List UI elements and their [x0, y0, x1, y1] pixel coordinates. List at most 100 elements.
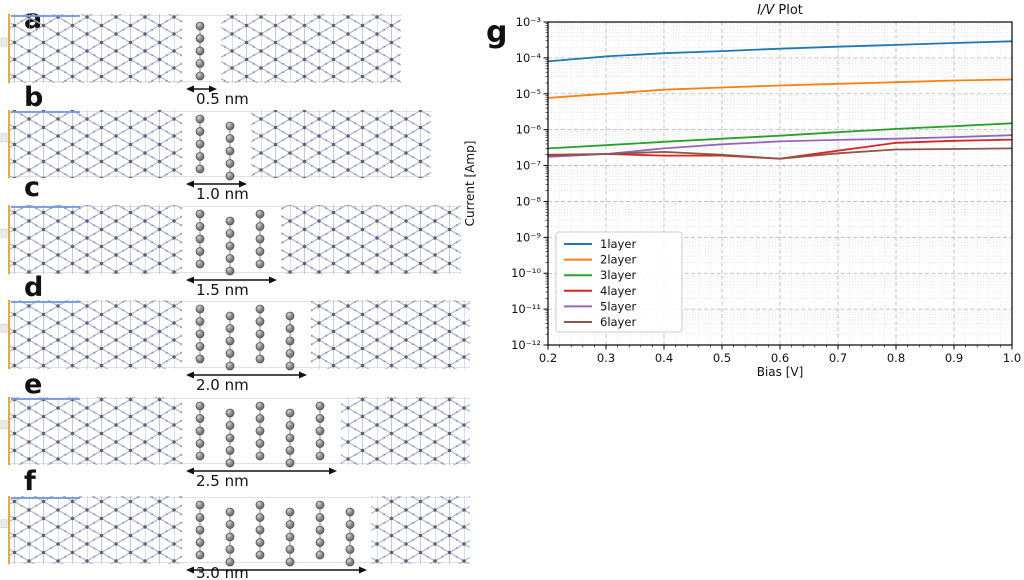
chain-atom [225, 254, 235, 263]
legend-label: 2layer [600, 253, 636, 267]
panel-letter-f: f [24, 466, 36, 497]
series-line-5layer [547, 134, 1013, 158]
gap-distance-label: 2.5 nm [196, 472, 249, 490]
chain-atom [345, 520, 355, 529]
chain-atom [195, 46, 205, 56]
chain-atom [255, 414, 265, 423]
chain-atom [255, 247, 265, 256]
crystal-slab-left [10, 205, 182, 274]
legend-label: 4layer [600, 284, 636, 298]
chain-atom [255, 259, 265, 269]
chain-atom [285, 507, 295, 517]
crystal-slab-left [10, 300, 182, 369]
iv-plot: g 0.2 0.3 0.4 0.5 0.6 0.7 0.8 0.9 1.0 10⁻³ 10⁻⁴ 10⁻⁵… [463, 3, 1021, 379]
gap-arrow [186, 276, 277, 284]
chain-atom [195, 127, 205, 136]
chain-atom [225, 229, 235, 238]
chain-atom [225, 557, 235, 567]
chain-atom [195, 59, 205, 68]
viewer-gizmo [0, 519, 8, 529]
chain-atom [315, 500, 325, 510]
panel-d: d 2.0 nm [0, 272, 470, 394]
chain-atom [255, 222, 265, 231]
series-line-6layer [547, 147, 1013, 160]
chain-atom [255, 451, 265, 461]
chain-atom [195, 114, 205, 124]
y-tick-label: 10⁻⁹ [516, 230, 542, 244]
chain-atom [195, 317, 205, 326]
gap-distance-label: 2.0 nm [196, 376, 249, 394]
viewer-gizmo [0, 323, 8, 333]
legend-item-3layer: 3layer [564, 268, 636, 282]
y-tick-label: 10⁻⁷ [516, 159, 542, 173]
chain-atom [195, 152, 205, 161]
chain-atom [225, 171, 235, 181]
chain-atom [255, 513, 265, 522]
chain-atom [195, 34, 205, 43]
chain-atom [225, 545, 235, 554]
chain-atom [225, 216, 235, 226]
chain-atom [315, 414, 325, 423]
chain-atom [195, 550, 205, 560]
chain-atom [225, 241, 235, 251]
chain-atom [195, 451, 205, 461]
chain-atom [195, 426, 205, 436]
chain-atom [285, 324, 295, 333]
chain-atom [195, 259, 205, 269]
atom-chains [195, 21, 205, 81]
chain-atom [345, 545, 355, 554]
chain-atom [225, 458, 235, 468]
crystal-slab-right [311, 300, 470, 369]
gap-arrow [186, 180, 247, 188]
series-lines [547, 40, 1013, 160]
panel-letter-d: d [24, 272, 43, 303]
chain-atom [285, 520, 295, 529]
legend-item-2layer: 2layer [564, 253, 636, 267]
crystal-slab-left [10, 110, 182, 178]
chain-atom [255, 550, 265, 560]
chain-atom [195, 21, 205, 31]
chain-atom [285, 421, 295, 430]
chain-atom [195, 414, 205, 423]
crystal-slab-right [341, 397, 470, 465]
chain-atom [195, 500, 205, 510]
chain-atom [255, 234, 265, 244]
chain-atom [225, 146, 235, 156]
chain-atom [285, 433, 295, 443]
x-axis-label: Bias [V] [757, 365, 804, 379]
chain-atom [255, 304, 265, 314]
viewer-gizmo [0, 133, 8, 143]
chain-atom [285, 361, 295, 371]
chain-atom [285, 349, 295, 358]
chain-atom [225, 311, 235, 321]
chain-atom [345, 507, 355, 517]
y-tick-label: 10⁻³ [516, 15, 542, 29]
viewer-gizmo [0, 37, 8, 47]
gap-distance-label: 0.5 nm [196, 90, 249, 108]
y-tick-label: 10⁻⁵ [516, 87, 542, 101]
chain-atom [195, 525, 205, 535]
gap-arrow [186, 371, 307, 379]
gap-arrow [186, 566, 367, 574]
crystal-slab-right [371, 496, 470, 564]
y-tick-label: 10⁻⁶ [516, 123, 542, 137]
chain-atom [195, 401, 205, 411]
y-tick-label: 10⁻¹¹ [511, 302, 541, 316]
x-tick-label: 1.0 [1003, 351, 1021, 365]
gap-arrow [186, 467, 337, 475]
chain-atom [285, 336, 295, 346]
chain-atom [285, 557, 295, 567]
chain-atom [315, 538, 325, 547]
legend-item-1layer: 1layer [564, 237, 636, 251]
viewer-gizmo [0, 228, 8, 238]
y-tick-label: 10⁻⁴ [516, 51, 542, 65]
chain-atom [255, 525, 265, 535]
atom-chains [195, 114, 235, 181]
chain-atom [225, 349, 235, 358]
chain-atom [285, 446, 295, 455]
chain-atom [225, 134, 235, 143]
gap-distance-label: 1.0 nm [196, 185, 249, 203]
chain-atom [315, 401, 325, 411]
